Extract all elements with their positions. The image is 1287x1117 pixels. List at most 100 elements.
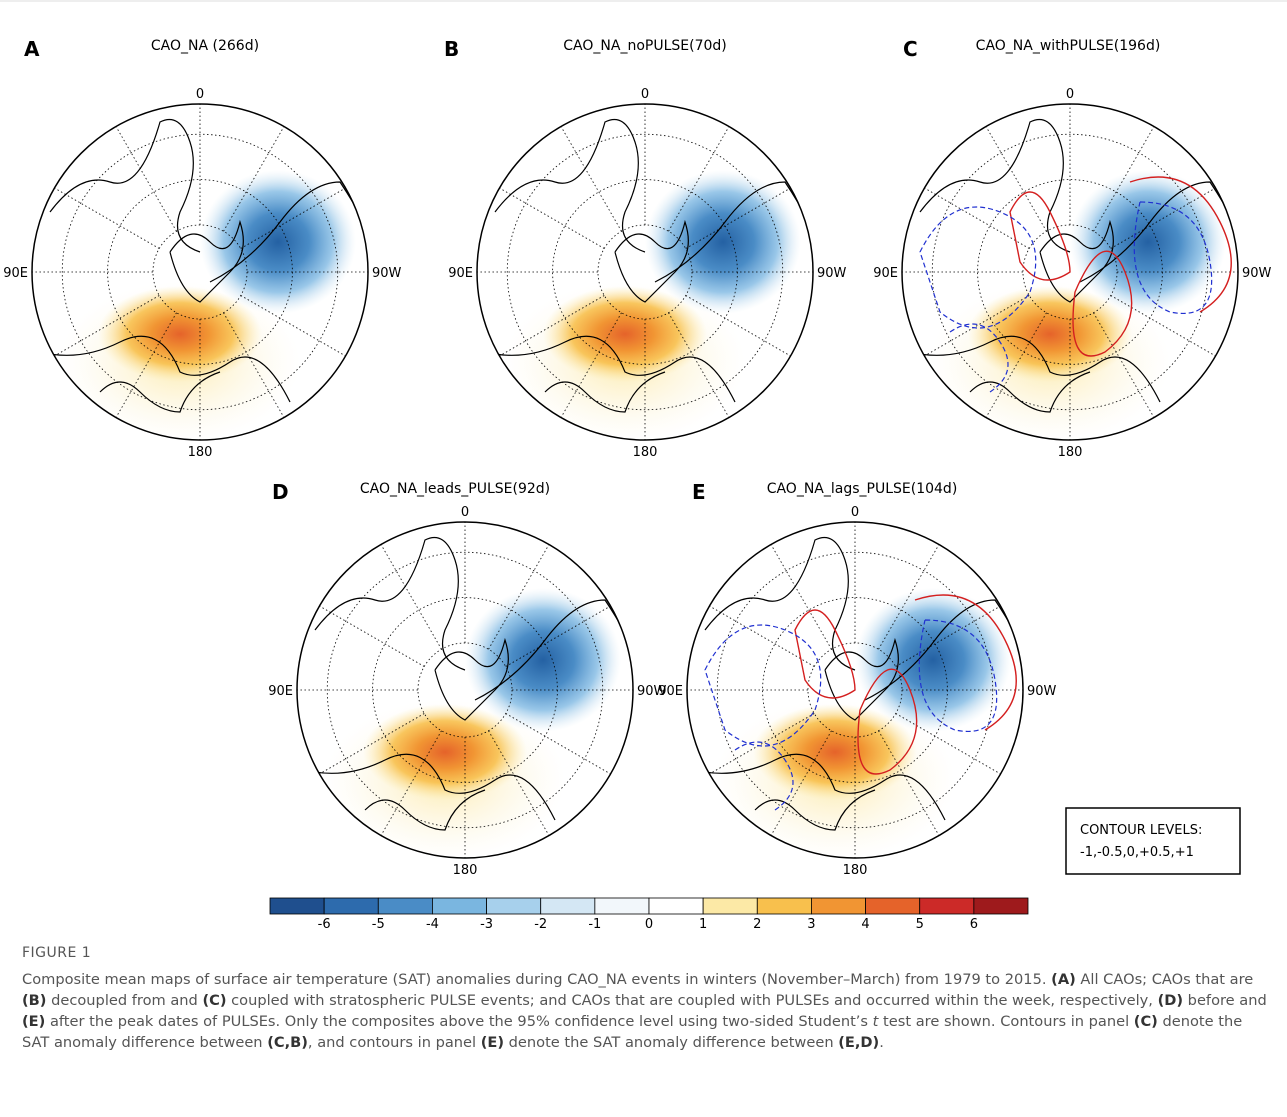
lon-label-right: 90W [1242, 266, 1272, 281]
lon-label-left: 90E [658, 684, 683, 699]
meridian [668, 312, 730, 418]
meridian [499, 295, 605, 357]
panel-title: CAO_NA_lags_PULSE(104d) [767, 481, 958, 497]
caption-run: . [879, 1034, 884, 1051]
lon-label-top: 0 [461, 505, 469, 520]
meridian [223, 126, 285, 232]
map [32, 104, 368, 440]
colorbar-bin [648, 897, 704, 915]
meridian [223, 312, 285, 418]
caption-run: denote the SAT anomaly difference betwee… [22, 1013, 1243, 1051]
contour-positive [1009, 191, 1071, 281]
latitude-circle [326, 551, 604, 829]
colorbar-tick-label: 2 [753, 917, 761, 932]
colorbar-tick-label: -4 [426, 917, 439, 932]
colorbar-bin [973, 897, 1029, 915]
meridian [319, 713, 425, 775]
caption-run: (E) [22, 1013, 46, 1030]
coastline [544, 371, 666, 413]
meridian [685, 187, 791, 249]
figure: CONTOUR LEVELS: -1,-0.5,0,+0.5,+1 A CAO_N… [0, 0, 1287, 932]
meridian [770, 730, 832, 836]
caption-run: (C,B) [267, 1034, 308, 1051]
coastline [169, 219, 244, 303]
figure-label: FIGURE 1 [22, 945, 92, 961]
contour-positive [914, 594, 1017, 731]
coastline [969, 371, 1091, 413]
contour-box [1065, 807, 1241, 875]
meridian [560, 312, 622, 418]
caption-run: (D) [1157, 992, 1184, 1009]
meridian [895, 605, 1001, 667]
meridian [878, 544, 940, 650]
map [477, 104, 813, 440]
meridian [1110, 187, 1216, 249]
meridian [240, 187, 346, 249]
meridian [985, 126, 1047, 232]
contour-positive [794, 609, 856, 699]
meridian [1093, 126, 1155, 232]
colorbar-tick-label: 6 [970, 917, 978, 932]
meridian [54, 187, 160, 249]
lon-label-bottom: 180 [188, 445, 213, 460]
coastline [209, 181, 368, 313]
contour-positive [1129, 176, 1232, 313]
meridian [560, 126, 622, 232]
panel-title: CAO_NA_withPULSE(196d) [976, 38, 1161, 54]
cold-anomaly [200, 170, 356, 314]
meridian [505, 605, 611, 667]
meridian [488, 730, 550, 836]
colorbar-tick-label: -3 [480, 917, 493, 932]
colorbar-tick-label: 4 [861, 917, 869, 932]
meridian [668, 126, 730, 232]
colorbar-bin [702, 897, 758, 915]
lon-label-left: 90E [448, 266, 473, 281]
contour-negative [918, 619, 998, 732]
coastline [474, 599, 633, 731]
caption-run: test are shown. Contours in panel [878, 1013, 1134, 1030]
map-border [686, 521, 1024, 859]
lon-label-top: 0 [641, 87, 649, 102]
caption-run: decoupled from and [46, 992, 203, 1009]
meridian [878, 730, 940, 836]
meridian [895, 713, 1001, 775]
warm-anomaly [363, 704, 527, 800]
colorbar-bin [432, 897, 487, 915]
map-border [296, 521, 634, 859]
panel-title: CAO_NA (266d) [151, 38, 259, 54]
meridian [115, 312, 177, 418]
map-border [901, 103, 1239, 441]
contour-negative [1133, 201, 1213, 314]
coastline [484, 335, 736, 403]
cold-anomaly [855, 588, 1011, 732]
contour-positive [1072, 250, 1133, 357]
colorbar-tick-label: -2 [534, 917, 547, 932]
caption-run: (E,D) [838, 1034, 880, 1051]
caption-run: (A) [1051, 971, 1076, 988]
cold-anomaly [1070, 170, 1226, 314]
lon-label-top: 0 [851, 505, 859, 520]
panel-letter: E [692, 480, 706, 504]
lon-label-left: 90E [268, 684, 293, 699]
coastline [49, 118, 201, 253]
meridian [924, 187, 1030, 249]
contour-negative [919, 206, 1037, 329]
colorbar-tick-label: 0 [645, 917, 653, 932]
coastline [614, 219, 689, 303]
panel-letter: A [24, 37, 40, 61]
panel-title: CAO_NA_noPULSE(70d) [563, 38, 726, 54]
coastline [824, 637, 899, 721]
caption-run: before and [1183, 992, 1267, 1009]
colorbar-bin [756, 897, 812, 915]
caption-run: Composite mean maps of surface air tempe… [22, 971, 1052, 988]
meridian [709, 713, 815, 775]
map [902, 104, 1238, 440]
coastline [694, 753, 946, 821]
colorbar-tick-label: -6 [318, 917, 331, 932]
latitude-circle [716, 551, 994, 829]
warm-anomaly [968, 286, 1132, 382]
contour-title: CONTOUR LEVELS: [1080, 823, 1202, 838]
coastline [654, 181, 813, 313]
lon-label-top: 0 [1066, 87, 1074, 102]
